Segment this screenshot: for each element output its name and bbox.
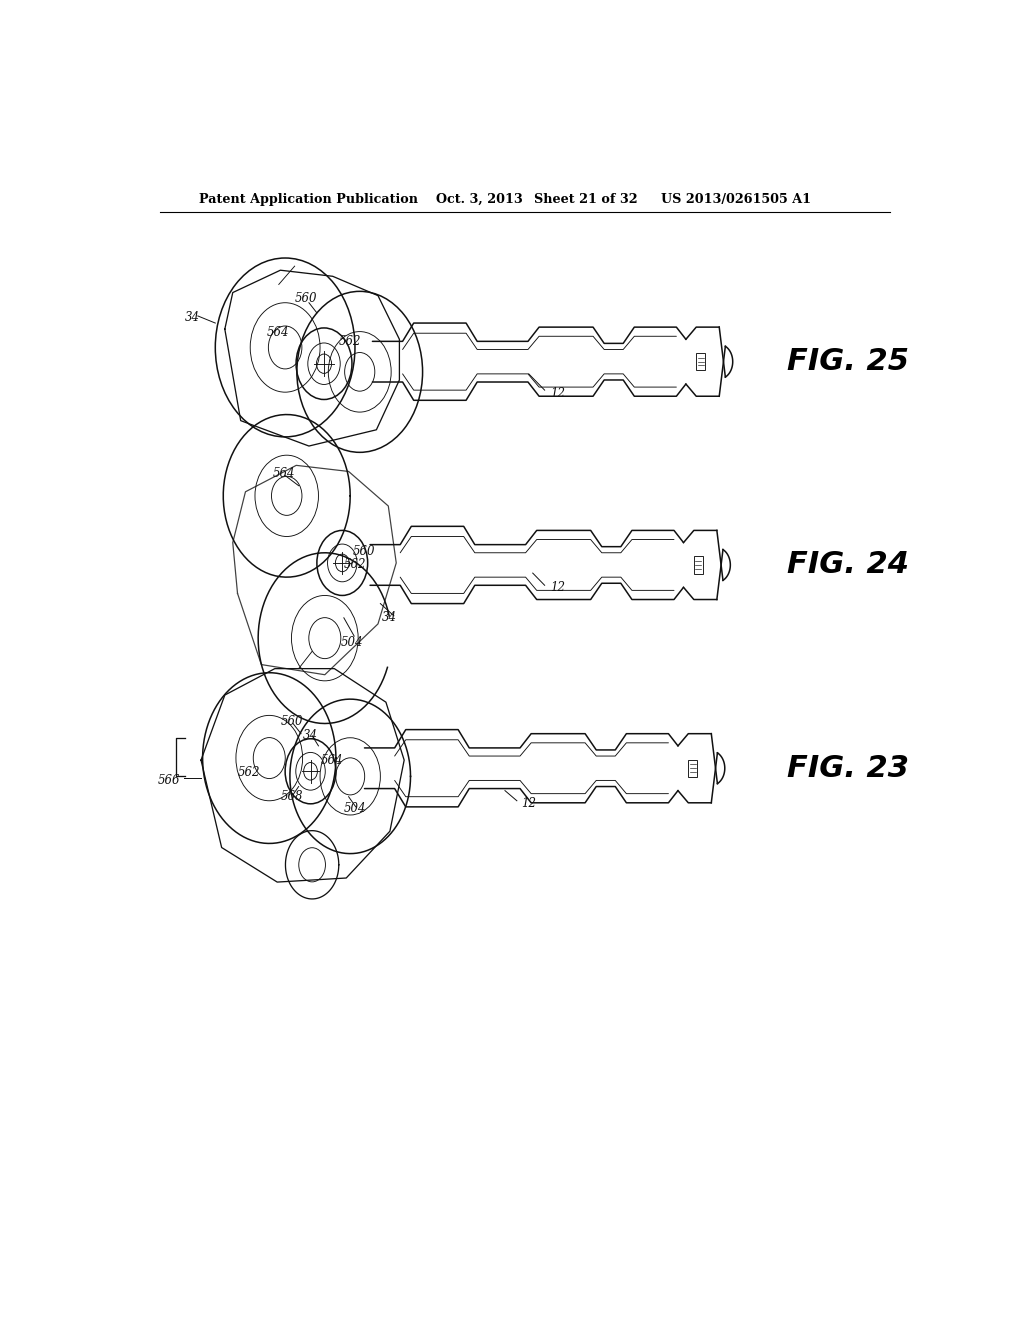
Text: 564: 564 (321, 754, 343, 767)
Text: 564: 564 (267, 326, 290, 339)
Text: US 2013/0261505 A1: US 2013/0261505 A1 (662, 193, 811, 206)
Text: 12: 12 (550, 387, 565, 400)
Bar (688, 759, 697, 777)
Text: 12: 12 (521, 797, 536, 810)
Text: 34: 34 (185, 312, 200, 325)
Text: Oct. 3, 2013: Oct. 3, 2013 (436, 193, 522, 206)
Text: 34: 34 (382, 611, 397, 624)
Text: 560: 560 (281, 715, 303, 729)
Bar (694, 556, 702, 574)
Text: Patent Application Publication: Patent Application Publication (200, 193, 419, 206)
Text: 504: 504 (341, 636, 364, 648)
Text: 564: 564 (272, 467, 295, 480)
Text: 562: 562 (338, 335, 360, 348)
Text: 12: 12 (550, 581, 565, 594)
Bar (696, 352, 705, 371)
Text: FIG. 25: FIG. 25 (786, 347, 908, 376)
Text: 562: 562 (238, 766, 260, 779)
Text: Sheet 21 of 32: Sheet 21 of 32 (535, 193, 638, 206)
Text: 562: 562 (344, 558, 367, 572)
Text: FIG. 23: FIG. 23 (786, 754, 908, 783)
Text: 568: 568 (282, 791, 304, 803)
Text: FIG. 24: FIG. 24 (786, 550, 908, 579)
Text: 560: 560 (295, 292, 317, 305)
Text: 560: 560 (352, 545, 375, 558)
Text: 34: 34 (303, 729, 317, 742)
Text: 504: 504 (344, 803, 367, 816)
Text: 566: 566 (158, 774, 180, 787)
